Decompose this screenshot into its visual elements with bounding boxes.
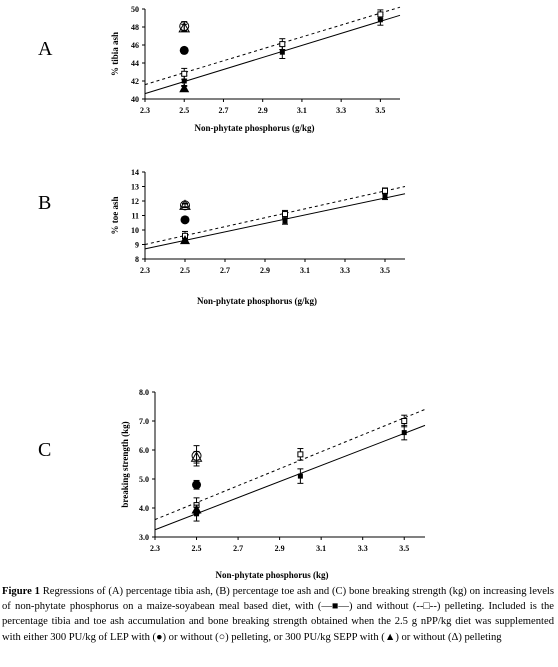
x-tick-label: 3.3	[340, 266, 350, 275]
data-point-open-square	[401, 418, 408, 424]
y-tick-label: 13	[131, 183, 139, 192]
y-tick-label: 6.0	[139, 446, 149, 455]
caption-text-5: ) pelleting, or 300 PU/kg SEPP with (	[225, 631, 385, 643]
regression-line-without-pelleting	[154, 408, 426, 521]
x-tick-label: 3.1	[316, 544, 326, 553]
y-tick-label: 4.0	[139, 504, 149, 513]
y-tick-label: 9	[135, 241, 139, 250]
regression-line-without-pelleting	[144, 6, 401, 86]
open-triangle-symbol: Δ	[451, 631, 459, 643]
x-tick-label: 3.5	[375, 106, 385, 115]
x-tick-label: 2.7	[233, 544, 243, 553]
caption-text-1: Regressions of (A) percentage tibia ash,…	[2, 586, 554, 613]
y-tick-label: 8	[135, 255, 139, 264]
chart-a: 2.3 2.5 2.7 2.9 3.1 3.3 3.5 40 42 44 46 48 50 Non-phy…	[110, 5, 401, 133]
x-axis-label: Non-phytate phosphorus (g/kg)	[197, 296, 317, 306]
x-tick-label: 3.3	[358, 544, 368, 553]
x-tick-label: 3.5	[380, 266, 390, 275]
chart-c: 2.3 2.5 2.7 2.9 3.1 3.3 3.5 3.0 4.0 5.0 6.0 7.0 8.0 N…	[120, 388, 426, 580]
regression-line-without-pelleting	[144, 186, 406, 245]
open-circle-symbol: ○	[218, 631, 226, 643]
y-tick-label: 10	[131, 226, 139, 235]
y-axis-label: % tibia ash	[110, 32, 120, 76]
dotted-line-symbol: --□--	[416, 601, 437, 613]
panel-label-b: B	[38, 192, 52, 214]
x-tick-label: 3.1	[300, 266, 310, 275]
x-tick-label: 2.3	[140, 266, 150, 275]
caption-text-4: ) or without (	[162, 631, 219, 643]
y-tick-label: 14	[131, 168, 139, 177]
chart-b: 2.3 2.5 2.7 2.9 3.1 3.3 3.5 8 9 10 11 12 13 14 Non-phy…	[110, 168, 406, 306]
y-tick-label: 8.0	[139, 388, 149, 397]
data-point-filled-triangle	[179, 83, 190, 93]
data-point-filled-circle	[192, 480, 202, 490]
data-point-open-square	[382, 187, 388, 194]
y-tick-label: 46	[131, 41, 139, 50]
y-tick-label: 50	[131, 5, 139, 14]
y-tick-label: 11	[131, 212, 139, 221]
x-tick-label: 3.3	[336, 106, 346, 115]
figure-caption: Figure 1 Regressions of (A) percentage t…	[2, 584, 554, 645]
data-point-filled-triangle	[191, 504, 202, 514]
data-point-open-square	[297, 451, 304, 458]
data-point-filled-square	[279, 49, 285, 55]
y-tick-label: 3.0	[139, 533, 149, 542]
y-tick-label: 5.0	[139, 475, 149, 484]
data-point-filled-square	[282, 218, 288, 224]
panel-label-a: A	[38, 38, 53, 60]
caption-text-2: ) and without (	[349, 601, 417, 613]
x-tick-label: 2.3	[140, 106, 150, 115]
caption-text-6: ) or without (	[395, 631, 452, 643]
solid-line-symbol: —■—	[321, 601, 350, 613]
regression-line-with-pelleting	[144, 193, 406, 250]
x-tick-label: 2.5	[192, 544, 202, 553]
x-axis-label: Non-phytate phosphorus (g/kg)	[194, 123, 314, 133]
data-point-filled-square	[382, 194, 388, 200]
caption-text-7: ) pelleting	[458, 631, 502, 643]
data-point-open-triangle	[190, 451, 203, 462]
x-tick-label: 2.3	[150, 544, 160, 553]
x-axis-label: Non-phytate phosphorus (kg)	[215, 570, 328, 580]
x-tick-label: 2.7	[218, 106, 228, 115]
data-point-filled-square	[401, 430, 407, 436]
regression-line-with-pelleting	[144, 14, 401, 95]
data-point-filled-circle	[179, 45, 189, 55]
x-tick-label: 2.7	[220, 266, 230, 275]
data-point-open-square	[279, 41, 286, 48]
x-tick-label: 2.5	[179, 106, 189, 115]
data-point-open-square	[282, 211, 288, 218]
y-axis-label: % toe ash	[110, 197, 120, 235]
y-tick-label: 40	[131, 95, 139, 104]
y-axis-label: breaking strength (kg)	[120, 421, 130, 507]
data-point-open-triangle	[179, 199, 191, 210]
panel-label-c: C	[38, 439, 52, 461]
data-point-open-square	[181, 70, 188, 77]
y-tick-label: 12	[131, 197, 139, 206]
data-point-filled-square	[297, 473, 303, 479]
filled-triangle-symbol: ▲	[384, 631, 396, 643]
data-point-open-square	[377, 11, 384, 18]
caption-text-3: ) pelleting. Included is the percentage …	[2, 601, 554, 643]
x-tick-label: 2.9	[260, 266, 270, 275]
data-point-open-triangle	[178, 21, 191, 33]
y-tick-label: 42	[131, 77, 139, 86]
y-tick-label: 44	[131, 59, 139, 68]
x-tick-label: 3.5	[399, 544, 409, 553]
data-point-filled-circle	[180, 215, 190, 225]
x-tick-label: 2.9	[275, 544, 285, 553]
y-tick-label: 48	[131, 23, 139, 32]
data-point-filled-square	[377, 17, 383, 23]
x-tick-label: 2.9	[258, 106, 268, 115]
data-point-filled-square	[181, 78, 187, 84]
x-tick-label: 2.5	[180, 266, 190, 275]
data-point-filled-triangle	[180, 235, 190, 245]
caption-label: Figure 1	[2, 586, 40, 597]
x-tick-label: 3.1	[297, 106, 307, 115]
y-tick-label: 7.0	[139, 417, 149, 426]
filled-circle-symbol: ●	[156, 631, 163, 643]
